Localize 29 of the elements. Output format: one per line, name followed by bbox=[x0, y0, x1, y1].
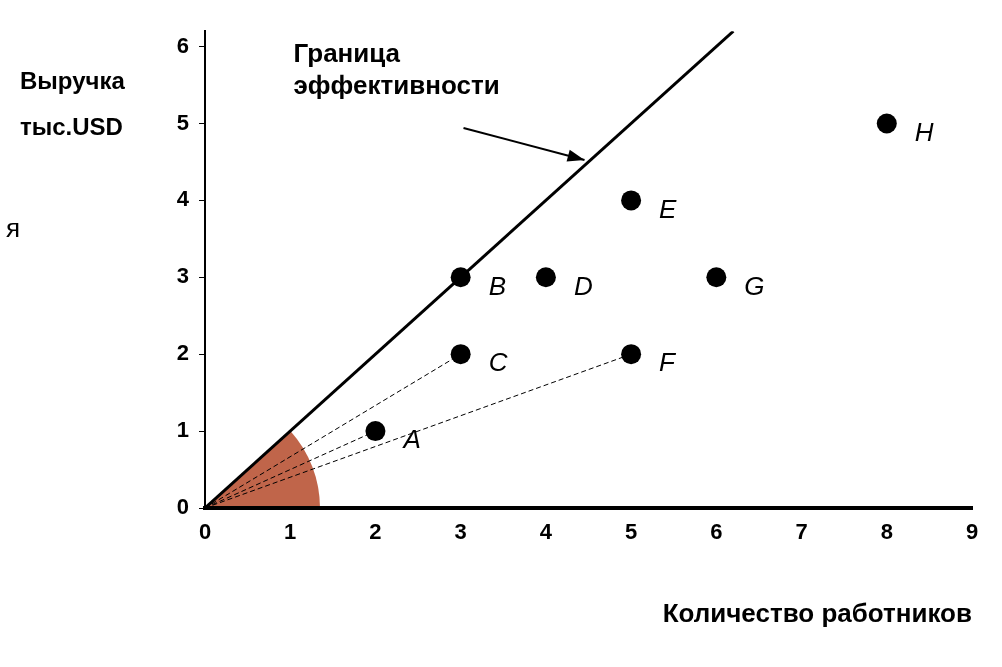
series-label: E bbox=[659, 193, 678, 224]
y-tick-label: 5 bbox=[176, 109, 189, 135]
y-tick-label: 3 bbox=[176, 263, 189, 289]
series-label: D bbox=[573, 270, 593, 301]
x-tick-label: 1 bbox=[284, 519, 297, 545]
x-tick-label: 6 bbox=[710, 519, 723, 545]
series-label: A bbox=[401, 424, 421, 455]
y-axis-title: Выручка тыс.USD bbox=[20, 67, 125, 140]
x-tick-label: 7 bbox=[795, 519, 808, 545]
series-label: H bbox=[914, 116, 934, 147]
x-axis-title: Количество работников bbox=[662, 598, 972, 629]
text: я bbox=[6, 213, 21, 244]
series-label: C bbox=[488, 347, 508, 378]
annotation: Граница эффективности bbox=[293, 38, 500, 101]
x-tick-label: 5 bbox=[624, 519, 638, 545]
y-tick-label: 6 bbox=[176, 32, 189, 58]
series-label: B bbox=[488, 270, 507, 301]
series-label: G bbox=[744, 270, 765, 301]
x-tick-label: 4 bbox=[539, 519, 553, 545]
x-tick-label: 9 bbox=[965, 519, 979, 545]
x-tick-label: 8 bbox=[880, 519, 893, 545]
y-tick-label: 4 bbox=[176, 186, 190, 212]
series-label: F bbox=[659, 347, 678, 378]
x-tick-label: 3 bbox=[454, 519, 467, 545]
y-tick-label: 0 bbox=[176, 494, 189, 520]
x-tick-label: 0 bbox=[198, 519, 212, 545]
y-tick-label: 2 bbox=[176, 340, 189, 366]
x-tick-label: 2 bbox=[369, 519, 382, 545]
y-tick-label: 1 bbox=[176, 417, 189, 443]
